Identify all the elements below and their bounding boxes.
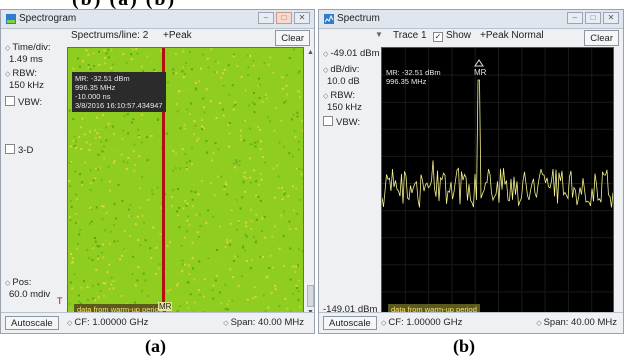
- spectrums-per-line[interactable]: Spectrums/line: 2: [71, 30, 149, 41]
- spin-icon: ◇: [67, 320, 73, 327]
- spectrogram-settings-panel: ◇ Time/div: 1.49 ms ◇ RBW: 150 kHz VBW: 3-…: [1, 28, 63, 313]
- window-title: Spectrogram: [19, 13, 77, 24]
- spin-icon: ◇: [5, 45, 11, 52]
- time-div-value[interactable]: 1.49 ms: [9, 54, 43, 65]
- scroll-up-icon[interactable]: ▲: [307, 49, 314, 56]
- trace-selector[interactable]: Trace 1: [393, 30, 427, 41]
- minimize-button[interactable]: –: [567, 12, 583, 24]
- pos-value[interactable]: 60.0 mdiv: [9, 289, 51, 300]
- caption-b: (b): [453, 336, 475, 356]
- caption-a: (a): [145, 336, 166, 356]
- span-setting[interactable]: ◇ Span: 40.00 MHz: [223, 317, 304, 328]
- marker-line[interactable]: [162, 48, 165, 310]
- center-frequency[interactable]: ◇ CF: 1.00000 GHz: [67, 317, 149, 328]
- detection-mode[interactable]: +Peak Normal: [480, 30, 544, 41]
- minimize-button[interactable]: –: [258, 12, 274, 24]
- rbw-value[interactable]: 150 kHz: [327, 102, 362, 113]
- spectrogram-window: Spectrogram – □ ✕ ◇ Time/div: 1.49 ms ◇ RB…: [0, 9, 315, 334]
- marker-readout-line: 996.35 MHz: [75, 83, 116, 92]
- marker-tag[interactable]: MR: [474, 68, 487, 77]
- span-setting[interactable]: ◇ Span: 40.00 MHz: [536, 317, 617, 328]
- spin-icon: ◇: [5, 71, 11, 78]
- ref-level[interactable]: ◇ -49.01 dBm: [323, 48, 380, 59]
- detection-mode[interactable]: +Peak: [163, 30, 192, 41]
- rbw-label[interactable]: ◇ RBW:: [323, 90, 356, 101]
- spin-icon: ◇: [323, 67, 329, 74]
- vbw-checkbox[interactable]: VBW:: [323, 116, 360, 128]
- marker-readout: MR: -32.51 dBm 996.35 MHz -10.000 ns 3/8…: [72, 72, 166, 112]
- spectrum-titlebar: Spectrum – □ ✕: [319, 10, 623, 29]
- spectrogram-display[interactable]: MR: -32.51 dBm 996.35 MHz -10.000 ns 3/8…: [67, 47, 304, 318]
- spin-icon: ◇: [5, 280, 11, 287]
- autoscale-button[interactable]: Autoscale: [5, 316, 59, 330]
- spectrum-app-icon: [324, 14, 334, 24]
- marker-readout: MR: -32.51 dBm 996.35 MHz: [386, 68, 441, 86]
- marker-readout-line: MR: -32.51 dBm: [75, 74, 130, 83]
- spectrum-bottom-bar: Autoscale ◇ CF: 1.00000 GHz ◇ Span: 40.00 …: [319, 312, 623, 333]
- vbw-checkbox[interactable]: VBW:: [5, 96, 42, 108]
- spin-icon: ◇: [323, 93, 329, 100]
- close-button[interactable]: ✕: [603, 12, 619, 24]
- clear-button[interactable]: Clear: [275, 30, 310, 46]
- spectrum-trace: [382, 79, 613, 208]
- checkbox-icon: [323, 116, 333, 126]
- time-div-label[interactable]: ◇ Time/div:: [5, 42, 51, 53]
- warmup-label: data from warm-up period: [388, 304, 480, 315]
- marker-readout-line: MR: -32.51 dBm: [386, 68, 441, 77]
- warmup-label: data from warm-up period: [74, 304, 166, 315]
- window-controls: – □ ✕: [567, 12, 619, 25]
- cropped-top-text: (b) (a) (b): [72, 0, 182, 9]
- autoscale-button[interactable]: Autoscale: [323, 316, 377, 330]
- spectrogram-app-icon: [6, 14, 16, 24]
- db-div-label[interactable]: ◇ dB/div:: [323, 64, 360, 75]
- marker-readout-line: 3/8/2016 16:10:57.434947: [75, 101, 163, 110]
- checkbox-icon: [5, 96, 15, 106]
- grid: [382, 48, 613, 317]
- clear-button[interactable]: Clear: [584, 30, 619, 46]
- bottom-level: -149.01 dBm: [323, 304, 378, 315]
- marker-readout-line: -10.000 ns: [75, 92, 111, 101]
- maximize-button[interactable]: □: [276, 12, 292, 24]
- close-button[interactable]: ✕: [294, 12, 310, 24]
- pos-label[interactable]: ◇ Pos:: [5, 277, 32, 288]
- spectrogram-titlebar: Spectrogram – □ ✕: [1, 10, 314, 29]
- spin-icon: ◇: [381, 320, 387, 327]
- scroll-thumb[interactable]: [307, 285, 314, 307]
- spin-icon: ◇: [323, 51, 329, 58]
- checkbox-icon: [5, 144, 15, 154]
- spin-icon: ◇: [223, 320, 229, 327]
- marker-readout-line: 996.35 MHz: [386, 77, 427, 86]
- spectrum-window: Spectrum – □ ✕ ◇ -49.01 dBm ◇ dB/div: 10.0…: [318, 9, 624, 334]
- position-marker[interactable]: T: [57, 296, 63, 306]
- spin-icon: ◇: [536, 320, 542, 327]
- vertical-scrollbar[interactable]: ▲ ▼: [306, 47, 314, 318]
- spectrogram-bottom-bar: Autoscale ◇ CF: 1.00000 GHz ◇ Span: 40.00 …: [1, 312, 314, 333]
- db-div-value[interactable]: 10.0 dB: [327, 76, 360, 87]
- spectrum-canvas: [382, 48, 613, 317]
- spectrum-display[interactable]: MR: -32.51 dBm 996.35 MHz MR data from w…: [381, 47, 614, 318]
- rbw-label[interactable]: ◇ RBW:: [5, 68, 38, 79]
- show-checkbox[interactable]: Show: [433, 30, 471, 42]
- window-controls: – □ ✕: [258, 12, 310, 25]
- marker-triangle-icon[interactable]: [474, 59, 484, 67]
- threed-checkbox[interactable]: 3-D: [5, 144, 33, 156]
- maximize-button[interactable]: □: [585, 12, 601, 24]
- center-frequency[interactable]: ◇ CF: 1.00000 GHz: [381, 317, 463, 328]
- trace-dropdown-icon[interactable]: ▼: [375, 30, 383, 39]
- marker-tag[interactable]: MR: [158, 302, 173, 311]
- spectrum-settings-panel: ◇ -49.01 dBm ◇ dB/div: 10.0 dB ◇ RBW: 150 k…: [319, 28, 380, 315]
- window-title: Spectrum: [337, 13, 380, 24]
- checkbox-icon: [433, 32, 443, 42]
- rbw-value[interactable]: 150 kHz: [9, 80, 44, 91]
